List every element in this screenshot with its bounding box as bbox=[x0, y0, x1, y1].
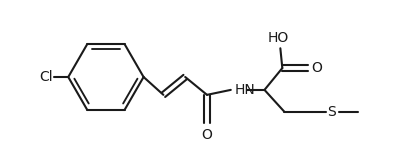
Text: S: S bbox=[327, 105, 336, 119]
Text: O: O bbox=[202, 128, 212, 142]
Text: HN: HN bbox=[235, 83, 256, 97]
Text: Cl: Cl bbox=[39, 70, 52, 84]
Text: O: O bbox=[311, 61, 322, 75]
Text: HO: HO bbox=[268, 31, 289, 45]
